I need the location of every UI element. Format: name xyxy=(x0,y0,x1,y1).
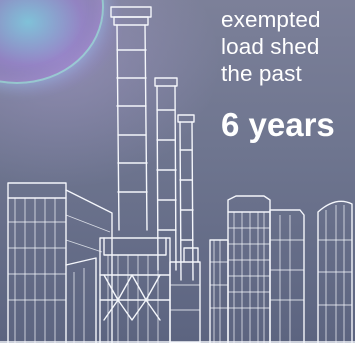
plant-base xyxy=(99,237,201,343)
right-buildings xyxy=(209,195,353,343)
second-chimney xyxy=(154,77,178,271)
third-chimney xyxy=(177,114,195,281)
headline-text: exempted load shed the past 6 years xyxy=(221,6,335,145)
left-building xyxy=(7,182,113,343)
headline-line-2: load shed xyxy=(221,34,320,59)
headline-emphasis: 6 years xyxy=(221,106,335,143)
tall-chimney xyxy=(110,6,152,231)
headline-line-3: the past xyxy=(221,61,302,86)
headline-line-1: exempted xyxy=(221,7,321,32)
